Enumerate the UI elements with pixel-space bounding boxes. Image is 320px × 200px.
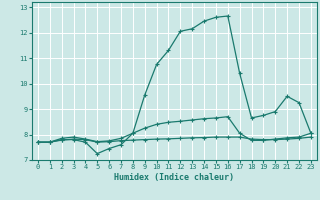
X-axis label: Humidex (Indice chaleur): Humidex (Indice chaleur) <box>115 173 234 182</box>
